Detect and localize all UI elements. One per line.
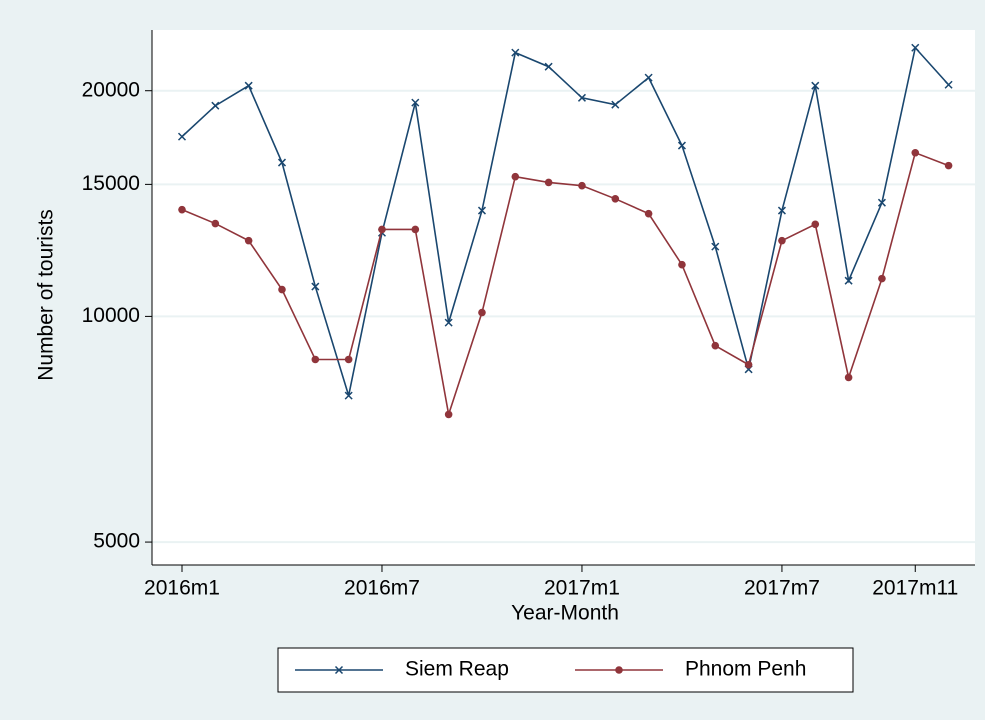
marker <box>411 225 420 234</box>
legend-label: Siem Reap <box>405 658 509 681</box>
x-tick-label: 2017m1 <box>544 577 620 600</box>
marker <box>577 93 586 102</box>
x-tick-label: 2017m11 <box>872 577 958 600</box>
y-tick-label: 10000 <box>82 304 140 327</box>
marker <box>611 100 620 109</box>
marker <box>844 373 853 382</box>
plot-area <box>152 30 975 565</box>
marker <box>211 101 220 110</box>
marker <box>211 219 220 228</box>
marker <box>644 73 653 82</box>
legend-label: Phnom Penh <box>685 658 806 681</box>
marker <box>411 98 420 107</box>
marker <box>477 206 487 215</box>
marker <box>877 198 886 207</box>
x-tick-label: 2016m7 <box>344 577 420 600</box>
x-axis-label: Year-Month <box>511 602 619 625</box>
marker <box>544 62 553 71</box>
marker <box>511 172 520 181</box>
marker <box>578 181 586 190</box>
marker <box>244 236 253 245</box>
marker <box>611 195 620 203</box>
marker <box>444 318 453 327</box>
y-tick-label: 15000 <box>82 172 140 195</box>
x-tick-label: 2016m1 <box>144 577 220 600</box>
marker <box>277 158 287 167</box>
marker <box>777 206 786 215</box>
marker <box>311 355 320 364</box>
marker <box>311 282 320 291</box>
marker <box>244 81 253 90</box>
marker <box>844 276 853 285</box>
marker <box>778 236 786 245</box>
marker <box>944 80 953 89</box>
marker <box>811 220 820 229</box>
marker <box>678 260 686 269</box>
x-tick-label: 2017m7 <box>744 577 820 600</box>
marker <box>677 141 686 150</box>
marker <box>944 161 953 170</box>
marker <box>544 178 553 187</box>
marker <box>644 209 653 218</box>
marker <box>711 242 720 251</box>
series-line <box>181 151 949 415</box>
marker <box>615 666 623 674</box>
y-tick-label: 20000 <box>82 78 140 101</box>
marker <box>444 410 453 419</box>
marker <box>478 308 486 317</box>
marker <box>334 665 344 675</box>
marker <box>711 341 720 350</box>
marker <box>178 205 186 214</box>
y-axis-label: Number of tourists <box>35 209 58 381</box>
marker <box>811 81 820 90</box>
marker <box>344 355 353 364</box>
marker <box>278 285 286 294</box>
marker <box>911 148 920 157</box>
marker <box>878 274 886 283</box>
marker <box>511 48 520 57</box>
marker <box>744 360 753 369</box>
marker <box>177 132 187 141</box>
y-tick-label: 5000 <box>93 530 140 553</box>
marker <box>911 43 920 52</box>
marker <box>378 225 386 234</box>
series-line <box>181 46 950 396</box>
marker <box>344 391 353 400</box>
